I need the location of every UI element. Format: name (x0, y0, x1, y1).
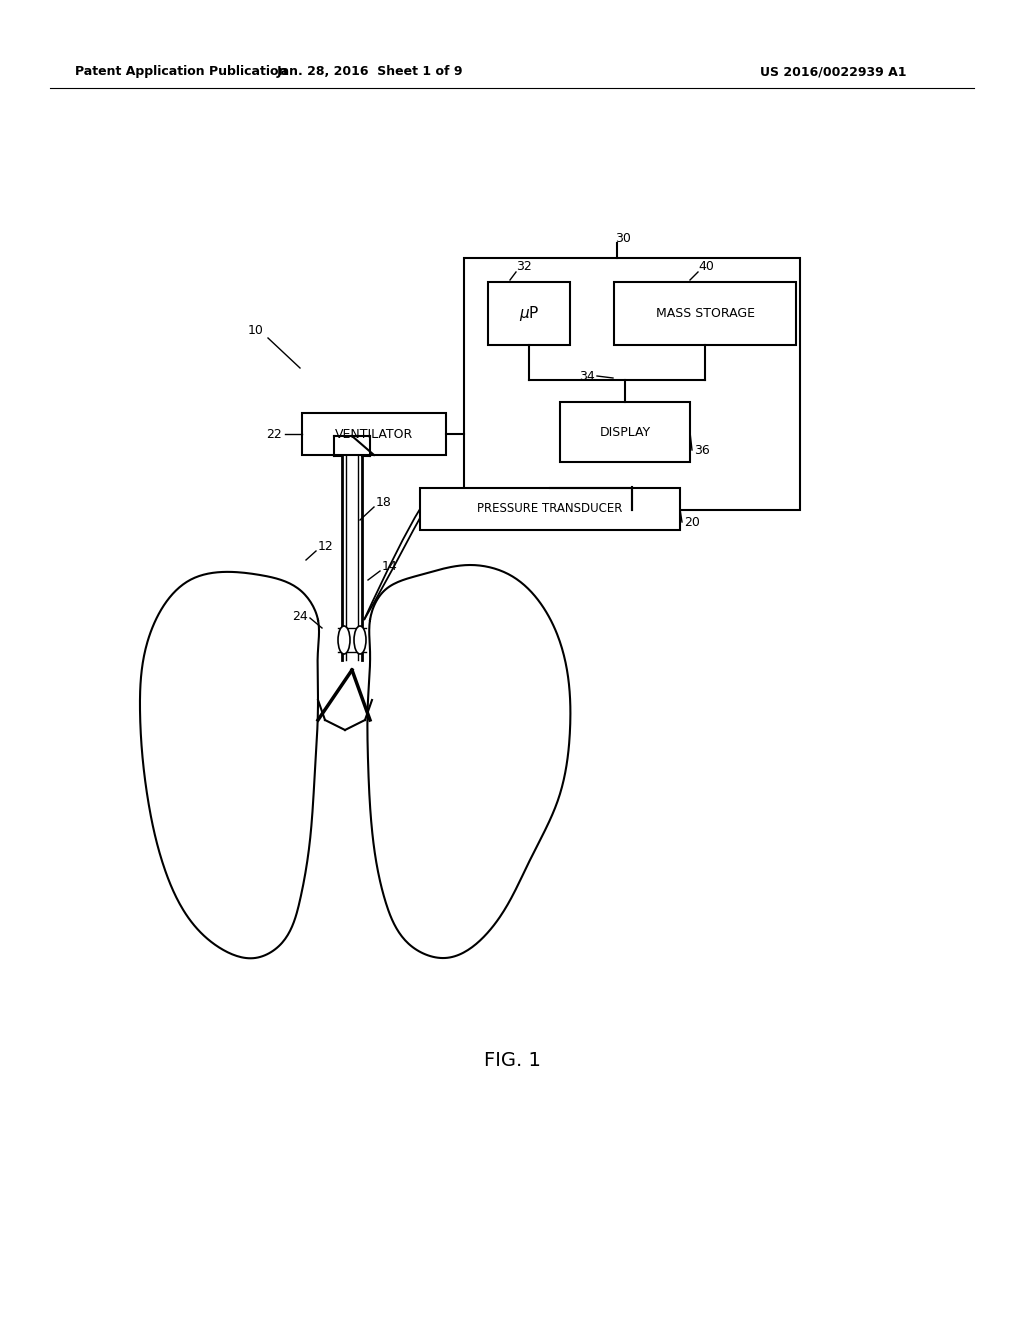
Text: DISPLAY: DISPLAY (599, 425, 650, 438)
Text: PRESSURE TRANSDUCER: PRESSURE TRANSDUCER (477, 503, 623, 516)
Text: 10: 10 (248, 323, 264, 337)
Text: 18: 18 (376, 495, 392, 508)
Text: $\mu$P: $\mu$P (519, 304, 540, 323)
Bar (614, 282, 796, 345)
Text: 36: 36 (694, 444, 710, 457)
Text: 30: 30 (615, 231, 631, 244)
Bar (560, 403, 690, 462)
Bar (302, 413, 446, 455)
Text: MASS STORAGE: MASS STORAGE (655, 308, 755, 319)
Text: 22: 22 (266, 428, 282, 441)
Text: VENTILATOR: VENTILATOR (335, 428, 413, 441)
Ellipse shape (338, 626, 350, 653)
Bar (420, 488, 680, 531)
Text: 32: 32 (516, 260, 531, 273)
Bar (464, 257, 800, 510)
Text: FIG. 1: FIG. 1 (483, 1051, 541, 1069)
Text: 24: 24 (292, 610, 308, 623)
Text: 14: 14 (382, 560, 397, 573)
Text: 12: 12 (318, 540, 334, 553)
Bar (488, 282, 570, 345)
Ellipse shape (354, 626, 366, 653)
Text: Jan. 28, 2016  Sheet 1 of 9: Jan. 28, 2016 Sheet 1 of 9 (276, 66, 463, 78)
Text: US 2016/0022939 A1: US 2016/0022939 A1 (760, 66, 906, 78)
Text: Patent Application Publication: Patent Application Publication (75, 66, 288, 78)
Text: 40: 40 (698, 260, 714, 273)
Text: 34: 34 (580, 370, 595, 383)
Text: 20: 20 (684, 516, 699, 528)
